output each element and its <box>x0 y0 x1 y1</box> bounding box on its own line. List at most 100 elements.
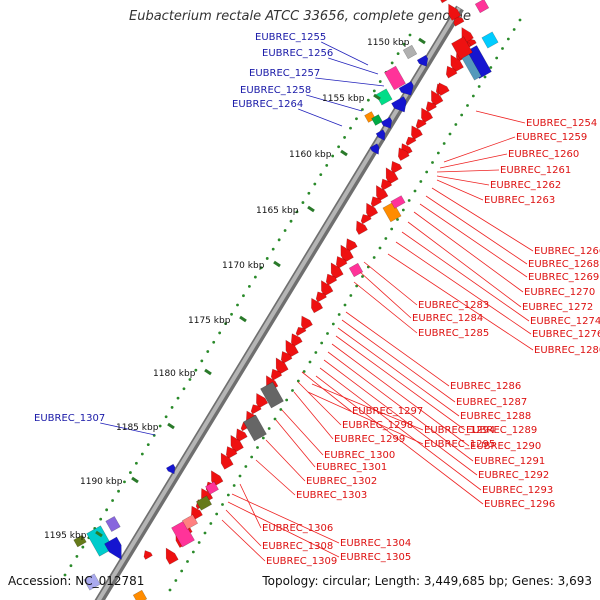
gene-arrow-shape <box>275 357 289 375</box>
gene-arrow-shape <box>330 262 344 280</box>
scale-label: 1165 kbp <box>256 206 299 216</box>
inner-scale-dot <box>518 18 522 22</box>
inner-scale-dot <box>506 37 510 41</box>
inner-scale-dot <box>384 237 388 240</box>
reverse-leader-line <box>331 343 470 447</box>
gene-arrow-shape <box>301 315 313 331</box>
reverse-leader-line <box>419 203 528 278</box>
gene-arrow-shape <box>405 136 417 146</box>
inner-scale-dot <box>180 569 184 573</box>
reverse-leader-line <box>225 509 262 547</box>
inner-scale-dot <box>471 94 475 98</box>
outer-scale-dot <box>140 452 144 456</box>
forward-gene-labels: EUBREC_1255 EUBREC_1256 EUBREC_1257 EUBREC_… <box>34 32 333 424</box>
map-title: Eubacterium rectale ATCC 33656, complete… <box>129 9 471 24</box>
inner-scale-dot <box>232 484 236 487</box>
reverse-leader-line <box>307 391 424 445</box>
reverse-gene-label: EUBREC_1259 <box>516 132 587 143</box>
reverse-gene <box>143 550 153 560</box>
inner-scale-dot <box>407 199 411 202</box>
gene-arrow-shape <box>421 107 434 124</box>
forward-leader-line <box>100 422 156 436</box>
reverse-gene-label: EUBREC_1266 <box>534 246 600 257</box>
gene-lavender <box>105 515 121 533</box>
inner-scale-dot <box>215 512 219 516</box>
inner-scale-dot <box>261 436 265 440</box>
gene-arrow-shape <box>191 505 203 521</box>
reverse-gene-label: EUBREC_1287 <box>456 397 527 408</box>
gene-block-shape <box>348 262 364 278</box>
inner-scale-dot <box>431 161 434 164</box>
reverse-leader-line <box>341 319 456 403</box>
outer-scale-dot <box>224 322 228 326</box>
outer-scale-dot <box>129 471 132 474</box>
inner-scale-dot <box>296 379 300 383</box>
reverse-leader-line <box>265 439 306 482</box>
reverse-gene-label: EUBREC_1261 <box>500 165 571 176</box>
reverse-gene <box>280 351 293 364</box>
reverse-gene-label: EUBREC_1288 <box>460 411 531 422</box>
reverse-leader-line <box>363 261 418 306</box>
reverse-leader-line <box>301 371 352 412</box>
gene-arrow-shape <box>425 101 437 113</box>
inner-scale-dot <box>291 389 294 392</box>
inner-scale-dot <box>466 104 469 107</box>
forward-gene <box>416 54 429 67</box>
gene-arrow-shape <box>230 434 244 453</box>
inner-scale-dot <box>285 398 289 402</box>
inner-scale-dot <box>256 446 259 449</box>
scale-tick <box>204 368 212 376</box>
reverse-leader-line <box>335 335 466 431</box>
outer-scale-dot <box>307 191 311 195</box>
reverse-leader-line <box>401 231 530 322</box>
reverse-gene <box>397 147 410 162</box>
outer-scale-dot <box>212 340 216 344</box>
reverse-gene <box>295 326 307 337</box>
gene-arrow-shape <box>437 82 450 97</box>
scale-tick <box>131 476 139 484</box>
gene-arrow-shape <box>445 65 458 79</box>
gene-arrow-shape <box>321 280 334 297</box>
scale-tick <box>239 315 247 323</box>
forward-gene <box>380 116 393 129</box>
inner-scale-dot <box>436 151 440 155</box>
outer-scale-dot <box>271 247 275 251</box>
forward-gene-label: EUBREC_1258 <box>240 85 311 96</box>
scale-tick <box>418 37 426 45</box>
outer-scale-dot <box>349 126 352 130</box>
reverse-gene <box>315 291 327 303</box>
outer-scale-dot <box>265 257 269 260</box>
forward-gene-label: EUBREC_1264 <box>232 99 303 110</box>
inner-scale-dot <box>267 427 271 430</box>
gene-cyan <box>86 525 114 557</box>
reverse-gene <box>311 297 324 314</box>
gene-cyan <box>481 31 499 49</box>
gene-arrow-shape <box>391 96 407 113</box>
reverse-gene-labels: EUBREC_1254 EUBREC_1259 EUBREC_1260 EUBREC_… <box>262 118 600 567</box>
gene-arrow-shape <box>431 89 444 107</box>
gene-arrow-shape <box>225 446 238 459</box>
reverse-gene <box>220 452 234 470</box>
reverse-gene <box>421 107 434 124</box>
reverse-gene <box>385 167 399 185</box>
reverse-gene-label: EUBREC_1263 <box>484 195 555 206</box>
reverse-leader-line <box>439 153 508 169</box>
outer-scale-dot <box>289 219 293 223</box>
scale-tick <box>340 149 348 157</box>
reverse-gene <box>256 392 269 409</box>
reverse-gene-label: EUBREC_1276 <box>532 329 600 340</box>
forward-leader-line <box>321 41 369 66</box>
reverse-gene-label: EUBREC_1254 <box>526 118 597 129</box>
outer-scale-dot <box>69 564 73 568</box>
outer-scale-dot <box>81 545 85 549</box>
outer-scale-dot <box>390 61 394 65</box>
reverse-leader-line <box>475 110 526 124</box>
inner-scale-dot <box>390 227 394 231</box>
reverse-gene-label: EUBREC_1293 <box>482 485 553 496</box>
reverse-leader-line <box>231 493 340 544</box>
inner-scale-dot <box>372 256 376 259</box>
reverse-gene <box>321 280 334 297</box>
reverse-gene <box>335 255 348 269</box>
gene-block-shape <box>205 481 219 495</box>
outer-scale-dot <box>295 210 299 214</box>
